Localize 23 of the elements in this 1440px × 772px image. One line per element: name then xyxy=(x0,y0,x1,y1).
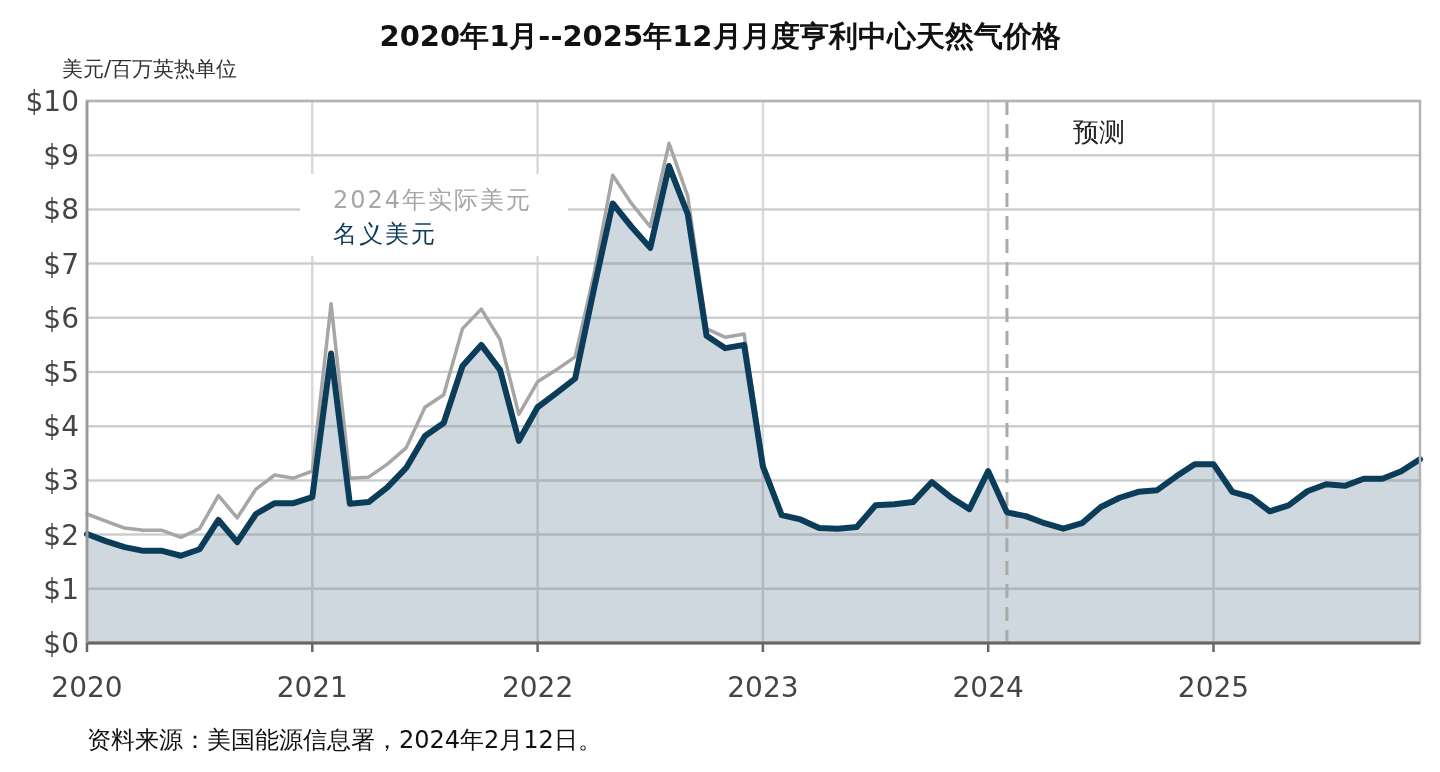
y-tick-label: $8 xyxy=(43,193,79,227)
x-tick-label: 2021 xyxy=(276,671,348,704)
text: 2024年实际美元 xyxy=(333,186,533,214)
chart-title: 2020年1月--2025年12月月度亨利中心天然气价格 xyxy=(379,19,1061,53)
y-tick-label: $6 xyxy=(43,301,79,335)
y-tick-label: $5 xyxy=(43,356,79,389)
x-tick-label: 2024 xyxy=(952,671,1024,704)
x-tick-label: 2020 xyxy=(51,671,123,704)
y-tick-label: $2 xyxy=(43,518,79,552)
y-tick-label: $10 xyxy=(25,85,79,118)
y-axis-title: 美元/百万英热单位 xyxy=(62,57,238,81)
x-tick-label: 2023 xyxy=(727,671,799,704)
text: 资料来源：美国能源信息署，2024年2月12日。 xyxy=(87,726,602,754)
x-tick-label: 2022 xyxy=(501,671,574,704)
ref-line-label: 预测 xyxy=(1072,117,1125,147)
y-tick-label: $4 xyxy=(43,410,79,444)
text: 名义美元 xyxy=(333,220,437,248)
y-tick-label: $9 xyxy=(43,139,79,173)
y-tick-label: $0 xyxy=(43,627,79,660)
x-tick-label: 2025 xyxy=(1177,671,1250,704)
y-tick-label: $1 xyxy=(43,572,79,606)
y-tick-label: $3 xyxy=(43,464,79,498)
y-tick-label: $7 xyxy=(43,247,79,281)
